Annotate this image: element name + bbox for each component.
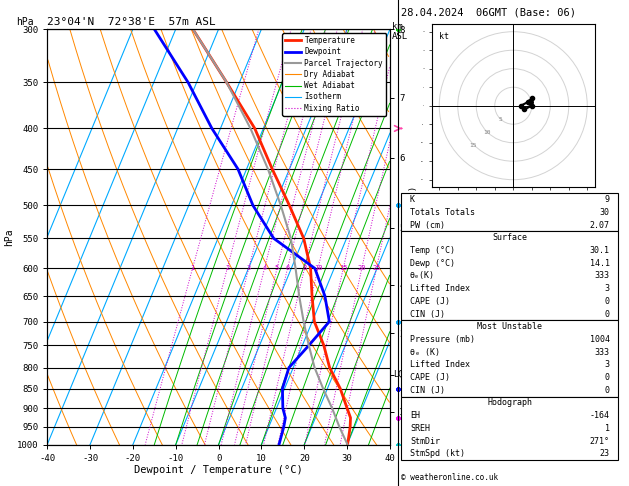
- Text: 14.1: 14.1: [589, 259, 610, 268]
- Text: 0: 0: [604, 386, 610, 395]
- Text: Most Unstable: Most Unstable: [477, 322, 542, 331]
- Text: 28.04.2024  06GMT (Base: 06): 28.04.2024 06GMT (Base: 06): [401, 7, 576, 17]
- Text: 3: 3: [604, 360, 610, 369]
- Text: Lifted Index: Lifted Index: [410, 284, 470, 293]
- Text: θₑ(K): θₑ(K): [410, 271, 435, 280]
- Text: km: km: [392, 22, 403, 31]
- Text: 2.07: 2.07: [589, 221, 610, 229]
- Text: 30.1: 30.1: [589, 246, 610, 255]
- Text: SREH: SREH: [410, 424, 430, 433]
- Text: CAPE (J): CAPE (J): [410, 297, 450, 306]
- Text: Surface: Surface: [493, 233, 527, 243]
- Text: 0: 0: [604, 373, 610, 382]
- Text: 4: 4: [262, 265, 267, 271]
- Text: 6: 6: [286, 265, 289, 271]
- Text: 5: 5: [498, 117, 502, 122]
- Text: 20: 20: [357, 265, 366, 271]
- Text: Pressure (mb): Pressure (mb): [410, 335, 475, 344]
- Text: 25: 25: [372, 265, 381, 271]
- Text: 333: 333: [594, 347, 610, 357]
- Text: Hodograph: Hodograph: [487, 399, 532, 407]
- Text: 333: 333: [594, 271, 610, 280]
- Text: 2: 2: [225, 265, 230, 271]
- Text: -164: -164: [589, 411, 610, 420]
- Text: 0: 0: [604, 297, 610, 306]
- Text: ASL: ASL: [392, 32, 408, 41]
- Text: PW (cm): PW (cm): [410, 221, 445, 229]
- Text: Totals Totals: Totals Totals: [410, 208, 475, 217]
- Text: K: K: [410, 195, 415, 204]
- Bar: [401, 320, 618, 397]
- Text: 23: 23: [599, 449, 610, 458]
- Text: 271°: 271°: [589, 436, 610, 446]
- Text: EH: EH: [410, 411, 420, 420]
- Text: CAPE (J): CAPE (J): [410, 373, 450, 382]
- Text: LCL: LCL: [393, 370, 408, 380]
- Text: 23°04'N  72°38'E  57m ASL: 23°04'N 72°38'E 57m ASL: [47, 17, 216, 27]
- Text: 8: 8: [303, 265, 306, 271]
- Text: θₑ (K): θₑ (K): [410, 347, 440, 357]
- X-axis label: Dewpoint / Temperature (°C): Dewpoint / Temperature (°C): [134, 466, 303, 475]
- Text: 10: 10: [483, 130, 491, 135]
- Text: CIN (J): CIN (J): [410, 386, 445, 395]
- Text: StmSpd (kt): StmSpd (kt): [410, 449, 465, 458]
- Y-axis label: Mixing Ratio (g/kg): Mixing Ratio (g/kg): [409, 186, 418, 288]
- Text: 1004: 1004: [589, 335, 610, 344]
- Text: Dewp (°C): Dewp (°C): [410, 259, 455, 268]
- Text: 15: 15: [339, 265, 347, 271]
- Text: © weatheronline.co.uk: © weatheronline.co.uk: [401, 473, 498, 482]
- Text: CIN (J): CIN (J): [410, 310, 445, 318]
- Text: Temp (°C): Temp (°C): [410, 246, 455, 255]
- Text: 3: 3: [247, 265, 251, 271]
- Bar: [401, 193, 618, 231]
- Text: 0: 0: [604, 310, 610, 318]
- Text: 9: 9: [604, 195, 610, 204]
- Text: 3: 3: [604, 284, 610, 293]
- Text: 30: 30: [599, 208, 610, 217]
- Text: 1: 1: [191, 265, 194, 271]
- Legend: Temperature, Dewpoint, Parcel Trajectory, Dry Adiabat, Wet Adiabat, Isotherm, Mi: Temperature, Dewpoint, Parcel Trajectory…: [282, 33, 386, 116]
- Text: 15: 15: [470, 143, 477, 148]
- Text: 1: 1: [604, 424, 610, 433]
- Y-axis label: hPa: hPa: [4, 228, 14, 246]
- Bar: [401, 231, 618, 320]
- Bar: [401, 397, 618, 460]
- Text: 10: 10: [314, 265, 322, 271]
- Text: kt: kt: [439, 32, 449, 41]
- Text: hPa: hPa: [16, 17, 34, 27]
- Text: StmDir: StmDir: [410, 436, 440, 446]
- Text: 5: 5: [275, 265, 279, 271]
- Text: Lifted Index: Lifted Index: [410, 360, 470, 369]
